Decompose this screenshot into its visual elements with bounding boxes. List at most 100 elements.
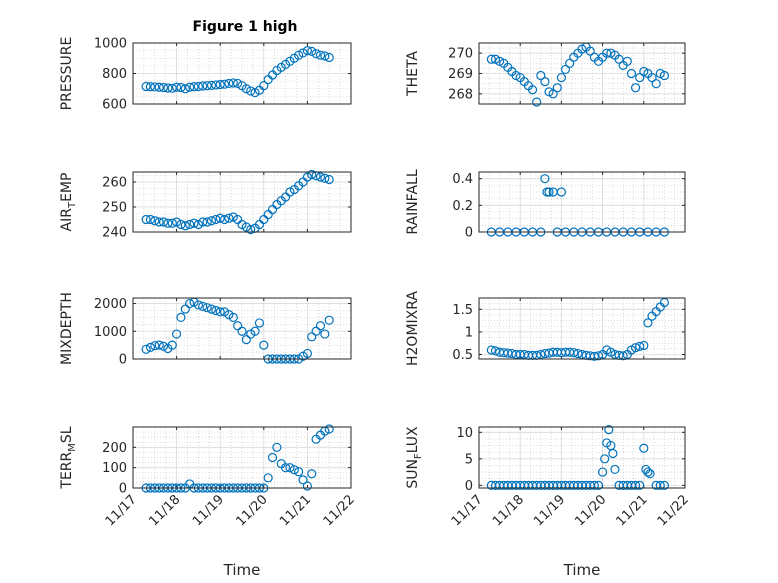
data-point xyxy=(228,78,238,88)
axes-frame xyxy=(132,42,352,105)
data-point xyxy=(602,48,612,58)
data-point xyxy=(172,217,182,227)
data-point xyxy=(626,68,637,79)
data-point xyxy=(589,351,599,361)
axes-frame xyxy=(478,297,686,360)
y-tick-label: 800 xyxy=(102,67,127,82)
data-point xyxy=(315,321,326,331)
data-point xyxy=(215,213,225,223)
data-point xyxy=(585,46,595,56)
y-axis-label: THETA xyxy=(405,51,421,97)
data-point xyxy=(154,340,164,350)
axes-2: 240 250 260 AIRTEMP xyxy=(59,169,352,241)
axes-frame xyxy=(478,426,686,489)
data-point xyxy=(250,326,260,336)
y-axis-label-subscript: M xyxy=(67,443,78,452)
data-point xyxy=(540,77,550,87)
axes-frame xyxy=(132,297,352,360)
data-point xyxy=(604,425,614,435)
data-point xyxy=(193,81,203,92)
axes-frame xyxy=(478,171,686,233)
y-axis-label: MIXDEPTH xyxy=(59,292,75,365)
data-point xyxy=(141,214,151,225)
data-point xyxy=(532,97,542,107)
y-tick-label: 269 xyxy=(448,67,473,82)
data-point xyxy=(324,315,334,325)
data-point xyxy=(154,82,164,92)
data-point xyxy=(211,214,221,225)
data-point xyxy=(185,298,195,309)
axes-0: 600 800 1000 PRESSURE xyxy=(59,37,352,113)
data-point xyxy=(486,345,496,355)
data-point xyxy=(259,340,269,350)
data-point xyxy=(536,70,546,81)
data-point xyxy=(639,443,649,453)
axes-frame xyxy=(478,42,686,105)
data-point xyxy=(224,213,234,223)
data-point xyxy=(635,480,645,490)
data-point xyxy=(289,465,299,475)
data-point xyxy=(302,481,312,491)
data-point xyxy=(307,46,317,56)
y-axis-label-main: AIR xyxy=(59,208,75,232)
data-point xyxy=(630,343,641,353)
data-point xyxy=(241,222,251,232)
y-tick-label: 1.5 xyxy=(452,303,473,318)
data-point xyxy=(145,342,156,352)
data-point xyxy=(228,312,238,323)
data-point xyxy=(145,214,156,225)
y-axis-label-main: PRESSURE xyxy=(59,37,75,111)
y-axis-label-main: THETA xyxy=(405,51,421,97)
data-point xyxy=(659,297,670,308)
data-point xyxy=(202,217,212,227)
data-point xyxy=(250,87,260,98)
data-point xyxy=(172,82,182,92)
data-point xyxy=(527,85,538,95)
y-tick-label: 0 xyxy=(119,353,127,368)
data-point xyxy=(263,473,273,483)
y-tick-label: 2000 xyxy=(94,297,127,312)
data-point xyxy=(593,351,604,361)
data-point xyxy=(311,49,321,59)
data-point xyxy=(150,341,160,351)
data-point xyxy=(597,467,608,477)
data-point xyxy=(254,318,265,328)
data-point xyxy=(198,217,208,227)
data-point xyxy=(320,173,330,183)
y-axis-label: SUNFLUX xyxy=(405,426,424,489)
data-point xyxy=(246,224,256,235)
data-point xyxy=(193,219,203,230)
data-point xyxy=(560,64,571,75)
data-point xyxy=(176,312,186,323)
data-point xyxy=(202,303,212,313)
y-axis-label-main: RAINFALL xyxy=(405,169,421,234)
data-point xyxy=(569,348,579,358)
data-point xyxy=(298,475,308,485)
y-axis-label: PRESSURE xyxy=(59,37,75,111)
data-point xyxy=(307,469,317,479)
y-axis-label-tail: LUX xyxy=(405,426,421,453)
data-point xyxy=(630,480,641,490)
data-point xyxy=(180,221,190,231)
data-point xyxy=(565,58,575,68)
y-axis-label-subscript: T xyxy=(67,201,78,209)
x-axis-label: Time xyxy=(223,561,261,579)
data-point xyxy=(202,81,212,91)
data-point xyxy=(237,326,247,336)
data-point xyxy=(241,334,251,345)
data-point xyxy=(259,81,269,91)
data-point xyxy=(158,341,169,351)
data-point xyxy=(185,82,195,92)
x-axis-label: Time xyxy=(563,561,601,579)
data-point xyxy=(198,81,208,91)
data-point xyxy=(176,82,186,93)
data-point xyxy=(573,348,583,359)
data-point xyxy=(172,329,182,339)
data-point xyxy=(141,81,151,92)
data-point xyxy=(655,480,665,490)
data-point xyxy=(211,305,221,316)
data-point xyxy=(224,78,234,89)
y-axis-label-subscript: F xyxy=(413,453,424,459)
